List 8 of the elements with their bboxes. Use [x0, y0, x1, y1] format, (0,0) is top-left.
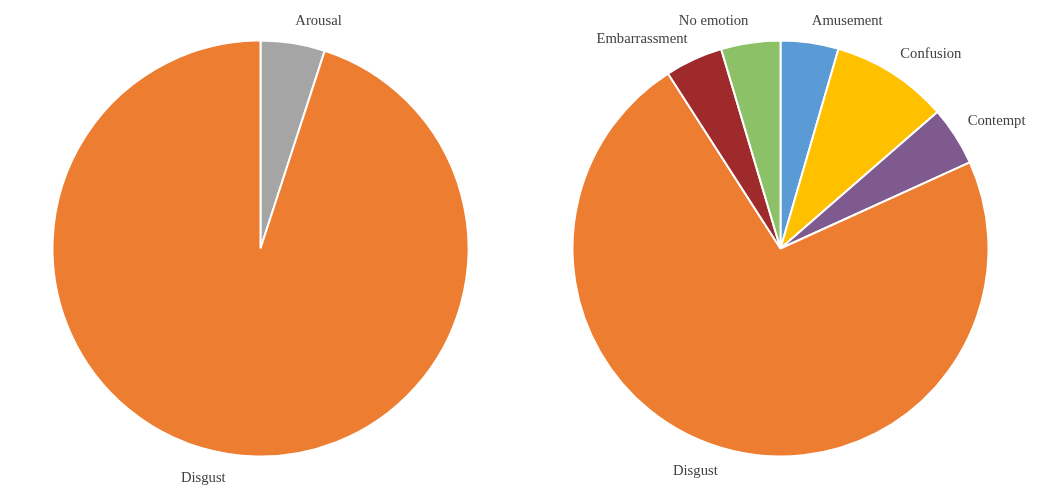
- slice-label: No emotion: [678, 11, 750, 28]
- slice-label: Disgust: [672, 462, 718, 479]
- slice-label: Embarrassment: [596, 29, 688, 46]
- slice-label: Arousal: [295, 12, 342, 29]
- slice-label: Contempt: [967, 111, 1026, 128]
- slice-label: Confusion: [900, 44, 963, 61]
- slice-label: Disgust: [180, 468, 226, 485]
- slice-label: Amusement: [811, 11, 883, 28]
